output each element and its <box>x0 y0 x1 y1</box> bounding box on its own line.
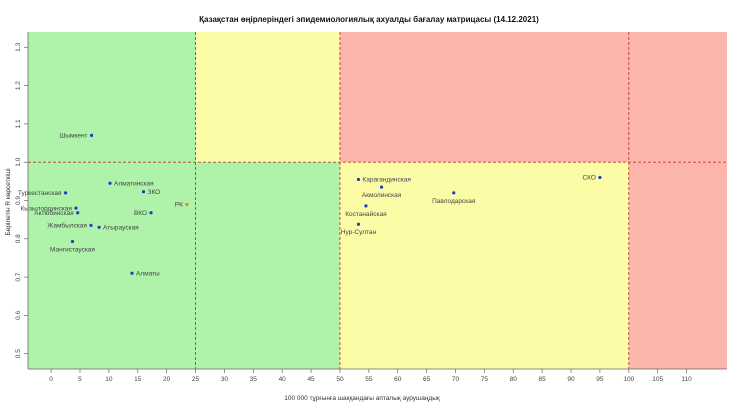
reference-lines-layer <box>28 32 727 369</box>
data-point <box>356 177 361 182</box>
zone-5 <box>628 162 727 369</box>
point-label: Мангистауская <box>50 246 95 253</box>
y-tick-label: 1.3 <box>15 42 22 51</box>
data-point <box>108 181 112 185</box>
x-tick-label: 55 <box>365 376 373 383</box>
axes-layer: 0 5 10 15 20 25 30 35 40 45 50 55 60 65 70 75 80 85 90 95 10… <box>15 32 727 383</box>
x-tick-label: 25 <box>192 376 200 383</box>
x-tick-label: 75 <box>481 376 489 383</box>
x-tick-label: 85 <box>539 376 547 383</box>
point-label: Павлодарская <box>432 198 476 205</box>
x-tick-label: 40 <box>279 376 287 383</box>
x-tick-label: 5 <box>78 376 82 383</box>
x-tick-label: 15 <box>134 376 142 383</box>
x-tick-label: 95 <box>596 376 604 383</box>
zone-2 <box>339 32 727 163</box>
point-label: Туркестанская <box>18 190 62 197</box>
point-label: РК <box>175 202 183 209</box>
data-point <box>149 211 153 215</box>
x-tick-label: 10 <box>105 376 113 383</box>
data-point <box>74 206 78 210</box>
data-point <box>141 190 146 194</box>
data-point <box>452 191 456 195</box>
y-tick-label: 1.2 <box>15 81 22 90</box>
data-point <box>70 239 75 244</box>
x-tick-label: 0 <box>49 376 53 383</box>
points-layer: Шымкент Алматинская Туркестанская ЗКО Кызыло… <box>18 133 602 277</box>
zone-4 <box>339 162 629 369</box>
data-point <box>364 204 368 208</box>
point-label: СКО <box>582 175 595 182</box>
point-label: Алматинская <box>114 180 154 187</box>
data-point <box>89 133 94 137</box>
point-label: Атырауская <box>103 225 139 232</box>
x-tick-label: 105 <box>652 376 663 383</box>
data-point <box>598 175 602 180</box>
point-label: Нур-Султан <box>341 229 377 236</box>
data-point <box>185 202 189 206</box>
x-tick-label: 65 <box>423 376 431 383</box>
zones-layer <box>28 32 727 369</box>
x-tick-label: 35 <box>250 376 258 383</box>
x-tick-label: 50 <box>336 376 344 383</box>
x-tick-label: 30 <box>221 376 229 383</box>
data-point <box>63 191 68 195</box>
point-label: Актюбинская <box>34 209 74 217</box>
y-tick-label: 0.5 <box>15 349 22 358</box>
point-label: ЗКО <box>148 189 161 196</box>
y-tick-label: 0.8 <box>15 234 22 243</box>
x-tick-label: 70 <box>452 376 460 383</box>
zone-0 <box>28 32 196 163</box>
point-label: Костанайская <box>345 210 387 218</box>
data-point <box>130 271 134 275</box>
data-point <box>356 222 361 226</box>
x-tick-label: 80 <box>510 376 518 383</box>
x-tick-label: 100 <box>623 376 634 383</box>
point-label: Кызылординская <box>20 205 72 212</box>
point-label: Шымкент <box>59 133 87 140</box>
y-tick-label: 0.6 <box>15 310 22 319</box>
data-point <box>97 225 101 229</box>
x-tick-label: 45 <box>307 376 315 383</box>
point-label: Акмолинская <box>362 192 402 199</box>
data-point <box>89 223 93 227</box>
data-point <box>379 185 384 189</box>
y-tick-label: 0.9 <box>15 196 22 205</box>
x-tick-label: 90 <box>567 376 575 383</box>
x-tick-label: 60 <box>394 376 402 383</box>
x-tick-label: 20 <box>163 376 171 383</box>
y-tick-label: 0.7 <box>15 272 22 281</box>
point-label: Жамбылская <box>47 222 87 230</box>
point-label: Карагандинская <box>362 177 411 184</box>
y-tick-label: 1.0 <box>15 157 22 166</box>
point-label: Алматы <box>136 270 160 277</box>
y-axis-label: Берілетін R көрсеткіші <box>4 168 12 235</box>
y-tick-label: 1.1 <box>15 119 22 128</box>
x-axis-label: 100 000 тұрғынға шаққандағы апталық ауру… <box>284 395 440 402</box>
chart-title: Қазақстан өңірлеріндегі эпидемиологиялық… <box>199 15 539 24</box>
zone-3 <box>28 162 340 369</box>
data-point <box>76 211 80 215</box>
zone-1 <box>195 32 340 163</box>
point-label: ВКО <box>134 210 147 217</box>
x-tick-label: 110 <box>681 376 692 383</box>
